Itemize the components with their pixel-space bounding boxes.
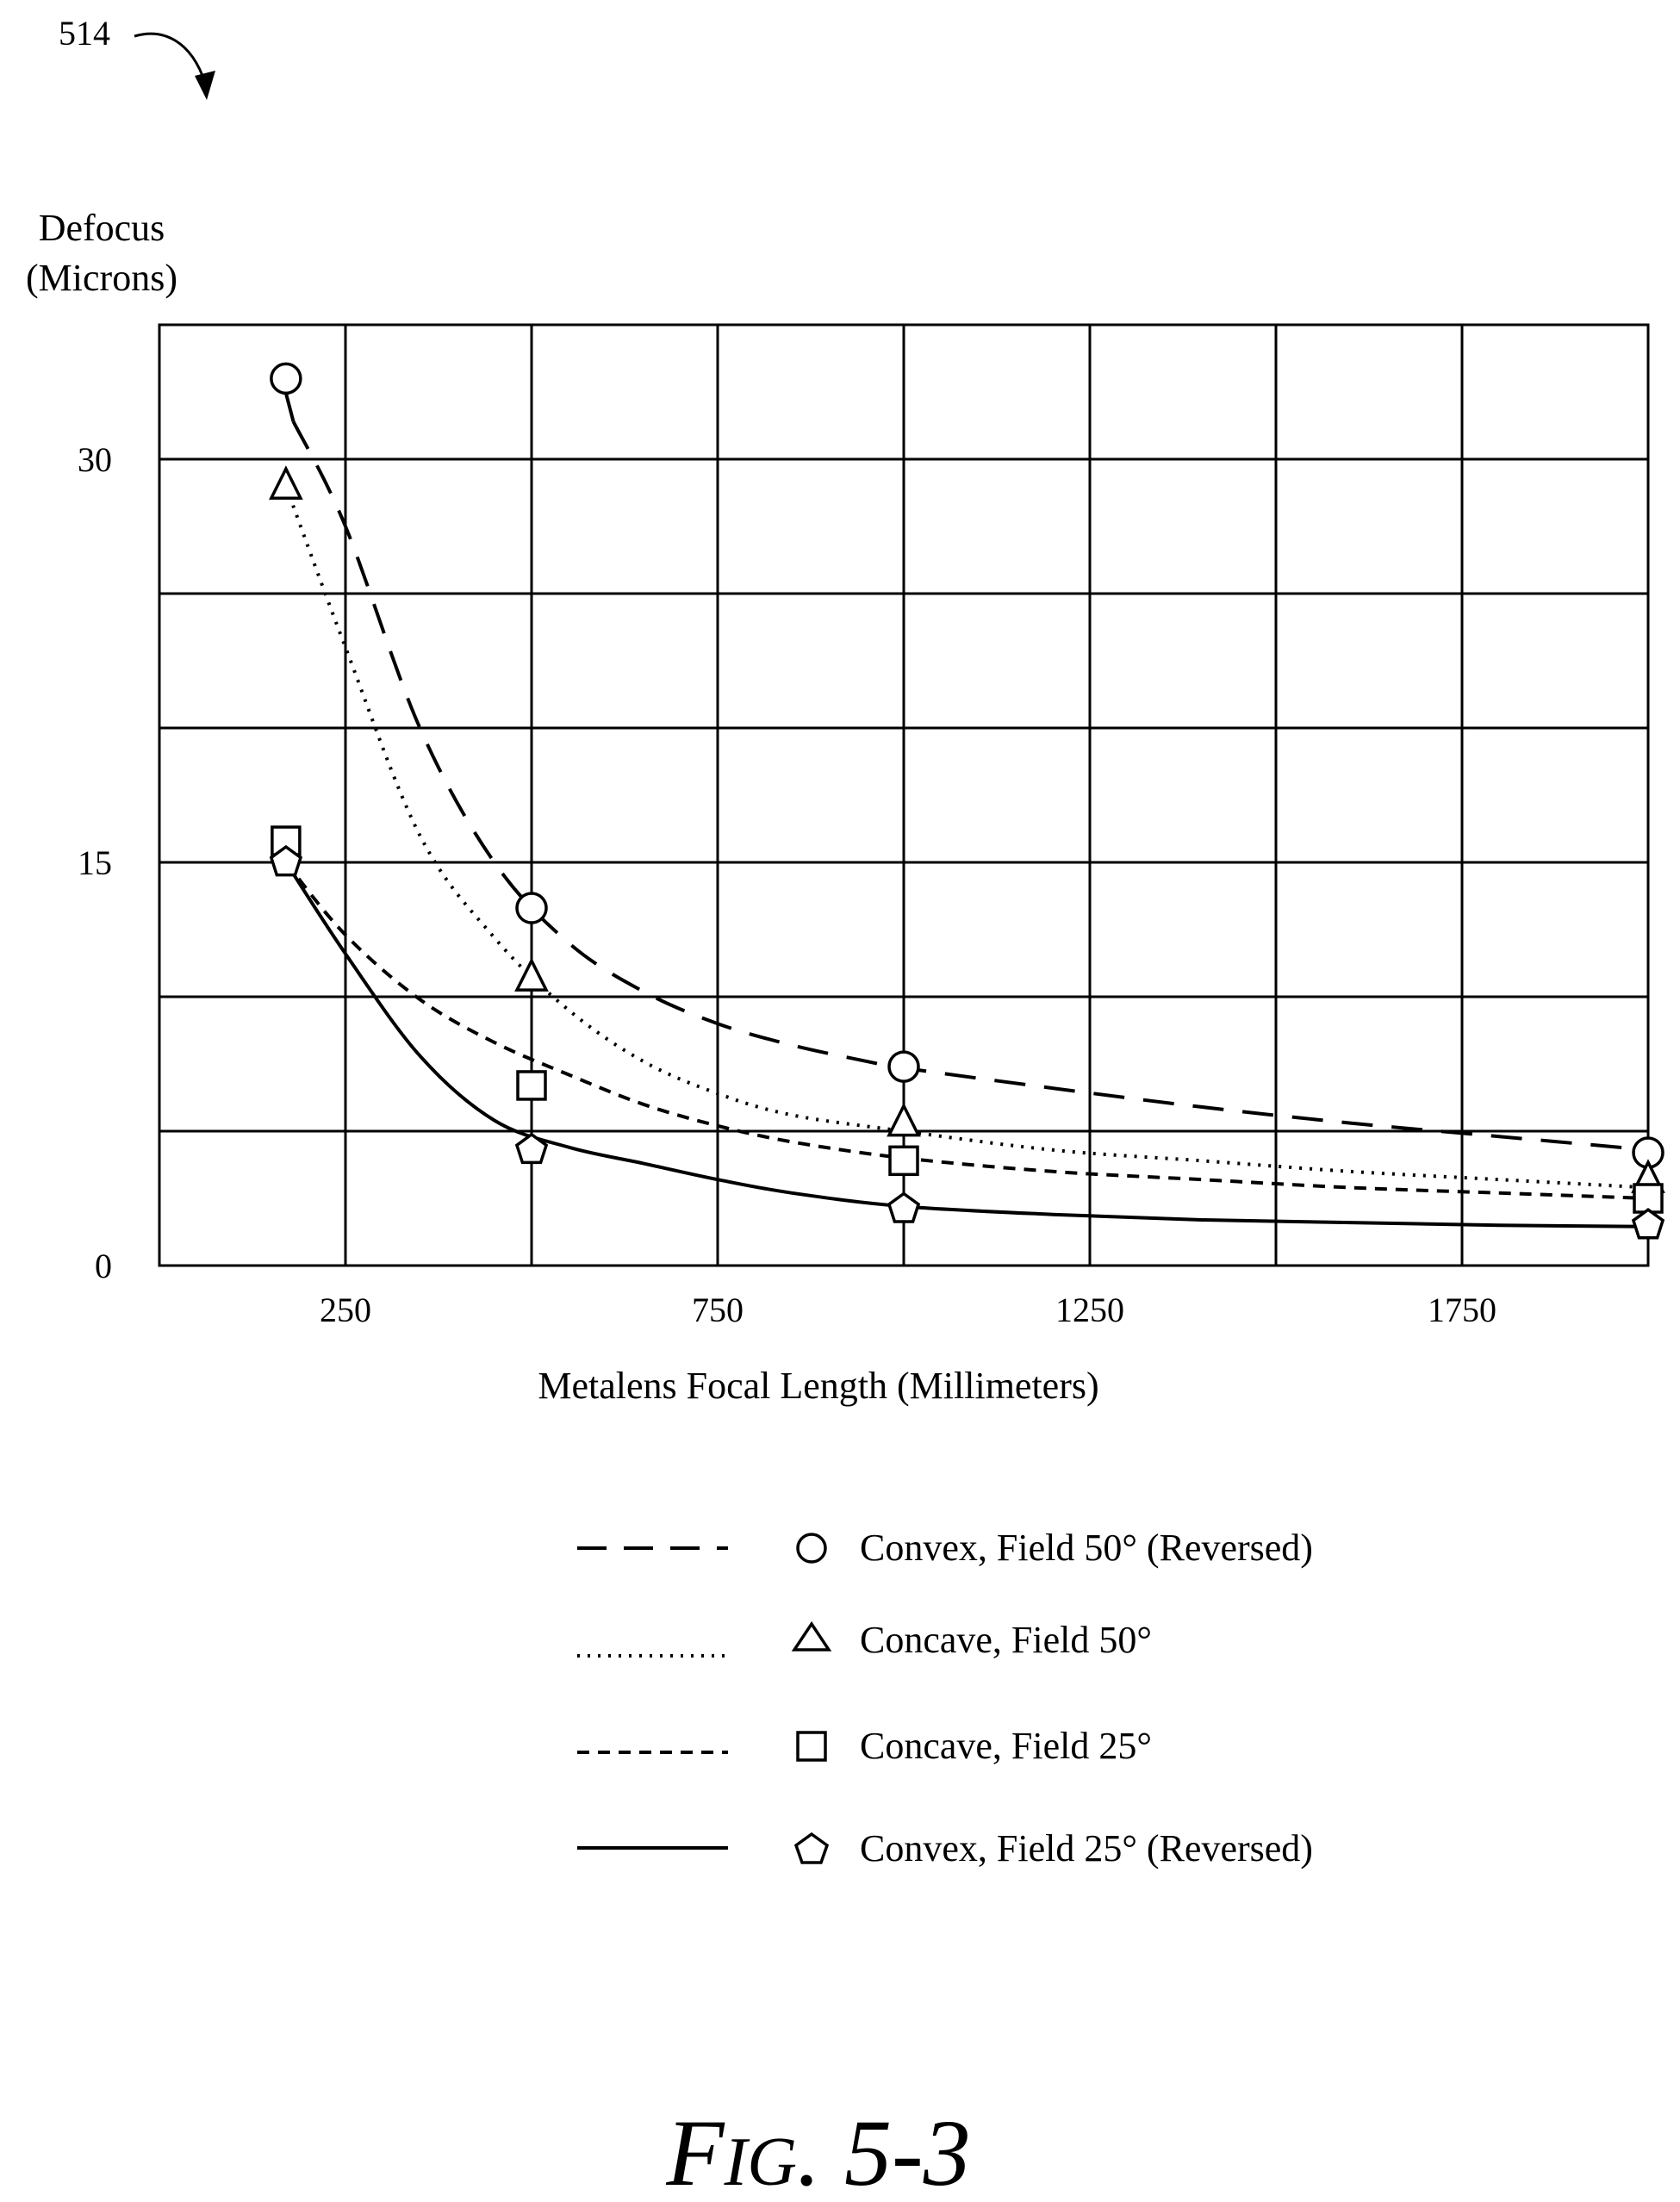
data-point-triangle bbox=[887, 1102, 921, 1137]
figure-reference-number: 514 bbox=[59, 14, 110, 53]
series-line-triangle bbox=[284, 485, 1649, 1190]
reference-arrow-head bbox=[195, 71, 215, 100]
legend-triangle-marker bbox=[791, 1620, 832, 1652]
data-point-triangle bbox=[514, 957, 549, 992]
data-point-pentagon bbox=[514, 1132, 549, 1165]
y-tick-label: 0 bbox=[95, 1247, 112, 1285]
x-tick-label: 750 bbox=[692, 1291, 744, 1329]
series-line-pentagon bbox=[284, 861, 1649, 1229]
x-axis-title: Metalens Focal Length (Millimeters) bbox=[538, 1365, 1098, 1407]
legend-label-convex-50: Convex, Field 50° (Reversed) bbox=[860, 1527, 1313, 1569]
data-point-circle bbox=[515, 892, 548, 924]
data-point-triangle bbox=[269, 465, 303, 500]
series-line-circle bbox=[291, 420, 1649, 1152]
data-point-circle bbox=[887, 1050, 920, 1083]
data-point-pentagon bbox=[269, 844, 303, 877]
y-tick-label: 30 bbox=[78, 440, 112, 479]
y-tick-label: 15 bbox=[78, 843, 112, 882]
figure-caption: FIG. 5-3 bbox=[665, 2100, 970, 2202]
x-tick-label: 250 bbox=[320, 1291, 371, 1329]
legend-pentagon-marker bbox=[793, 1832, 830, 1864]
series-line-square bbox=[284, 861, 1649, 1200]
caption-suffix: . 5-3 bbox=[797, 2100, 971, 2202]
y-axis-title-line1: Defocus bbox=[39, 207, 165, 249]
legend-label-convex-25: Convex, Field 25° (Reversed) bbox=[860, 1827, 1313, 1869]
legend-label-concave-50: Concave, Field 50° bbox=[860, 1619, 1152, 1661]
legend: Convex, Field 50° (Reversed) Concave, Fi… bbox=[577, 1527, 1313, 1869]
x-tick-label: 1250 bbox=[1055, 1291, 1124, 1329]
data-series bbox=[269, 362, 1665, 1240]
plot-area-frame bbox=[158, 323, 1650, 1267]
data-point-square bbox=[1633, 1183, 1664, 1214]
reference-arrow-line bbox=[134, 32, 207, 84]
x-tick-label: 1750 bbox=[1428, 1291, 1496, 1329]
data-point-circle bbox=[270, 362, 302, 395]
caption-small-caps: IG bbox=[724, 2124, 797, 2200]
legend-circle-marker bbox=[796, 1533, 827, 1564]
data-point-pentagon bbox=[887, 1191, 921, 1223]
axis-tick-labels: 250 750 1250 1750 0 15 30 bbox=[78, 440, 1496, 1329]
series-connector-circle bbox=[283, 392, 296, 422]
legend-square-marker bbox=[796, 1731, 827, 1762]
data-point-square bbox=[516, 1070, 547, 1101]
caption-prefix: F bbox=[665, 2100, 725, 2202]
data-point-square bbox=[888, 1145, 919, 1177]
y-axis-title-line2: (Microns) bbox=[26, 257, 177, 299]
grid-lines bbox=[159, 325, 1648, 1266]
legend-label-concave-25: Concave, Field 25° bbox=[860, 1725, 1152, 1767]
data-point-pentagon bbox=[1631, 1208, 1665, 1240]
